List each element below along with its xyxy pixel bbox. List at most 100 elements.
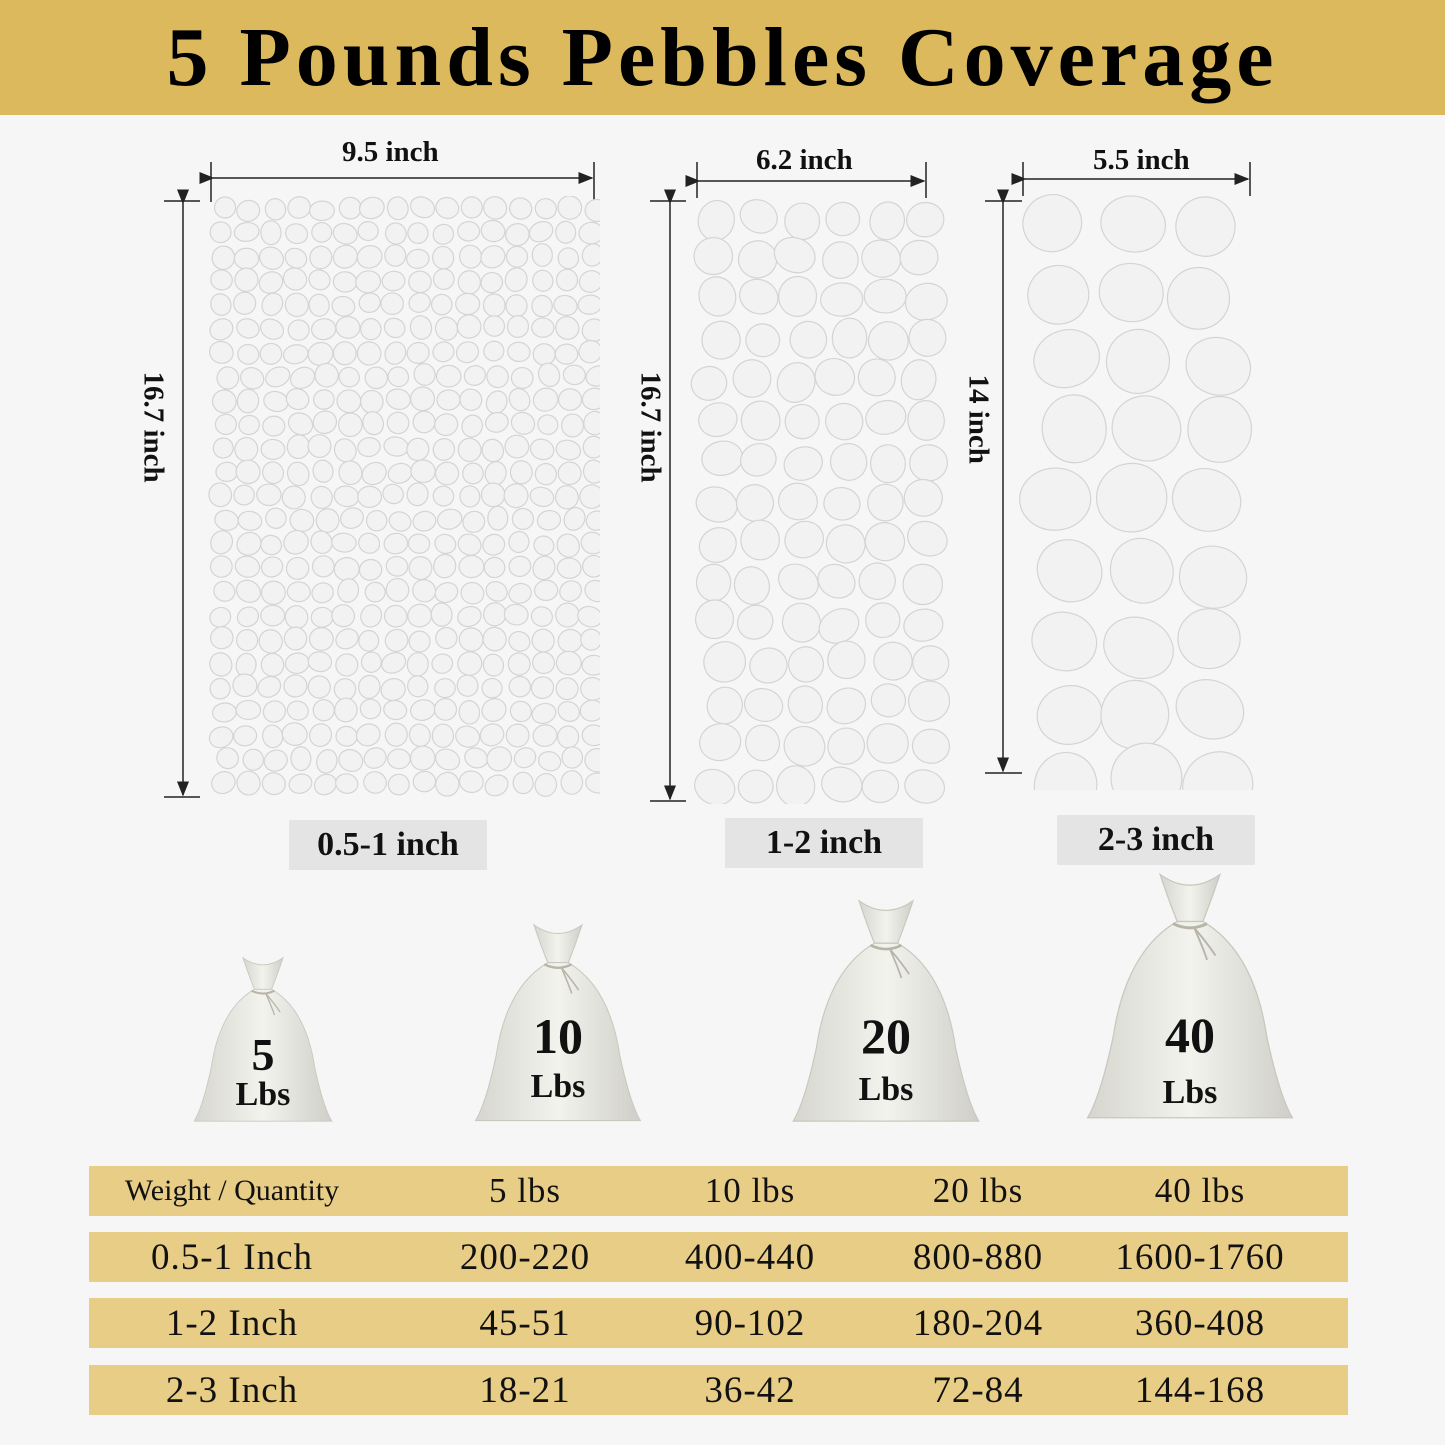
pebble <box>285 556 310 581</box>
pebble <box>432 223 455 245</box>
pebble <box>235 459 261 485</box>
pebble <box>481 698 507 722</box>
pebble <box>236 199 261 222</box>
pebble <box>263 390 289 413</box>
pebble <box>311 221 333 243</box>
pebble <box>531 702 557 724</box>
pebble <box>1103 616 1174 680</box>
pebble <box>315 508 340 533</box>
pebble <box>462 510 486 534</box>
pebble <box>335 628 359 650</box>
pebble <box>510 366 534 390</box>
pebble <box>434 316 459 341</box>
pebble <box>581 318 600 343</box>
pebble <box>1036 539 1103 603</box>
pebble <box>434 748 461 771</box>
pebble <box>508 197 533 220</box>
pebble <box>436 389 461 411</box>
pebble <box>456 674 479 697</box>
bag-5-lbs: 5 Lbs <box>190 952 336 1124</box>
pebble <box>585 365 600 387</box>
pebble <box>282 267 308 291</box>
pebble <box>385 555 409 577</box>
pebble <box>209 652 233 677</box>
pebble <box>383 699 408 721</box>
pebble <box>531 628 555 653</box>
pebble <box>430 602 453 627</box>
pebble <box>904 282 948 321</box>
pebble <box>584 198 600 223</box>
pebble <box>1111 395 1182 462</box>
pebble <box>457 437 482 463</box>
pebble <box>867 321 909 361</box>
panel-1-height-label: 16.7 inch <box>137 371 170 483</box>
pebble <box>210 293 232 316</box>
table-cell: 1-2 Inch <box>165 1302 299 1344</box>
pebble <box>357 485 383 509</box>
pebble <box>286 700 309 721</box>
pebble <box>310 606 334 628</box>
pebble <box>357 437 381 458</box>
pebble <box>233 247 260 270</box>
pebble <box>237 343 260 365</box>
pebble <box>562 364 586 386</box>
pebble <box>557 196 583 220</box>
pebble <box>407 222 429 244</box>
pebble <box>265 507 287 529</box>
pebble <box>386 196 409 221</box>
table-header-cell: 20 lbs <box>932 1171 1024 1210</box>
pebble <box>209 221 232 244</box>
pebble <box>309 245 333 270</box>
pebble <box>814 357 856 396</box>
pebble <box>409 745 436 771</box>
pebble <box>256 483 282 507</box>
pebble <box>312 410 338 435</box>
pebble <box>509 460 533 485</box>
pebble <box>695 599 735 640</box>
pebble <box>510 411 536 435</box>
pebble <box>1033 329 1101 389</box>
pebble <box>210 269 233 291</box>
pebble <box>507 341 531 363</box>
pebble <box>508 675 532 698</box>
pebble <box>386 411 410 435</box>
pebble <box>380 678 406 702</box>
pebble <box>308 269 331 291</box>
pebble <box>360 318 382 341</box>
pebble <box>361 461 387 486</box>
pebble <box>435 196 460 220</box>
pebble <box>693 236 734 276</box>
pebble <box>383 436 409 457</box>
pebble <box>412 579 437 603</box>
pebble <box>900 359 937 401</box>
pebble <box>308 200 335 222</box>
pebble <box>506 315 530 338</box>
pebble <box>486 746 513 772</box>
pebble <box>289 366 316 390</box>
pebble <box>432 485 455 507</box>
pebble <box>577 294 600 315</box>
pebble <box>265 366 291 388</box>
pebble <box>316 749 338 774</box>
dimension-lines <box>164 162 1251 802</box>
pebble <box>582 459 600 484</box>
pebble <box>333 438 357 463</box>
pebble <box>699 723 742 762</box>
pebble <box>384 244 407 267</box>
pebble <box>778 563 819 600</box>
pebble <box>534 772 558 797</box>
pebble <box>857 358 896 397</box>
pebble <box>703 641 747 683</box>
pebble <box>262 415 286 437</box>
pebble <box>384 341 407 365</box>
pebble <box>209 606 232 628</box>
pebble <box>773 236 816 274</box>
pebble <box>355 723 381 747</box>
pebble <box>778 275 818 317</box>
pebble <box>387 748 411 770</box>
pebble <box>911 728 950 764</box>
bag-number: 20 <box>861 1008 911 1064</box>
pebble <box>508 555 532 577</box>
pebble <box>336 389 362 414</box>
table-row: 1-2 Inch 45-51 90-102 180-204 360-408 <box>89 1298 1348 1348</box>
